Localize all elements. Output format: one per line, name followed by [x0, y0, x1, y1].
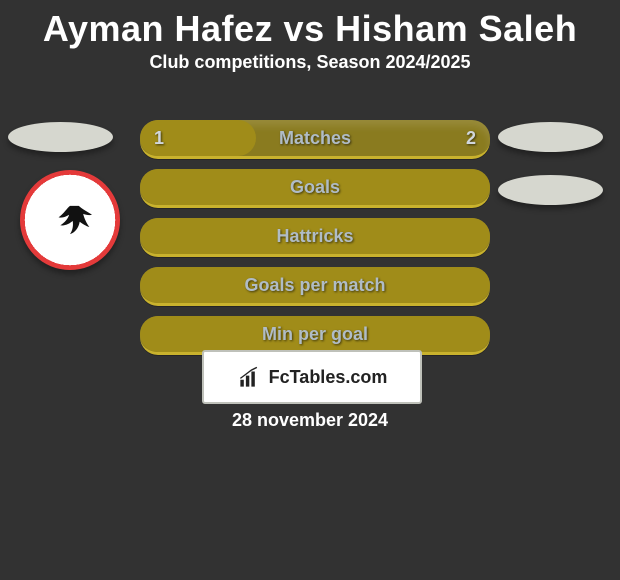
stat-bar: Matches1 2: [140, 120, 490, 159]
bars-chart-icon: [237, 366, 263, 388]
fctables-label: FcTables.com: [269, 367, 388, 388]
club-badge-left: [20, 170, 120, 270]
stat-value-left: 1: [154, 120, 164, 156]
eagle-icon: [48, 198, 92, 242]
stat-label: Matches: [140, 120, 490, 156]
snapshot-date: 28 november 2024: [0, 410, 620, 431]
stat-bar: Goals: [140, 169, 490, 208]
stat-label: Min per goal: [140, 316, 490, 352]
player-right-ellipse-1: [498, 122, 603, 152]
stat-bar: Hattricks: [140, 218, 490, 257]
stat-label: Goals per match: [140, 267, 490, 303]
stat-label: Goals: [140, 169, 490, 205]
stat-value-right: 2: [466, 120, 476, 156]
player-right-ellipse-2: [498, 175, 603, 205]
comparison-widget: { "title": "Ayman Hafez vs Hisham Saleh"…: [0, 0, 620, 580]
subtitle: Club competitions, Season 2024/2025: [0, 52, 620, 73]
page-title: Ayman Hafez vs Hisham Saleh: [0, 0, 620, 50]
stat-label: Hattricks: [140, 218, 490, 254]
stat-bar: Goals per match: [140, 267, 490, 306]
stat-bars: Matches1 2 Goals Hattricks Goals per match Mi…: [140, 120, 490, 365]
fctables-link[interactable]: FcTables.com: [202, 350, 422, 404]
player-left-ellipse: [8, 122, 113, 152]
